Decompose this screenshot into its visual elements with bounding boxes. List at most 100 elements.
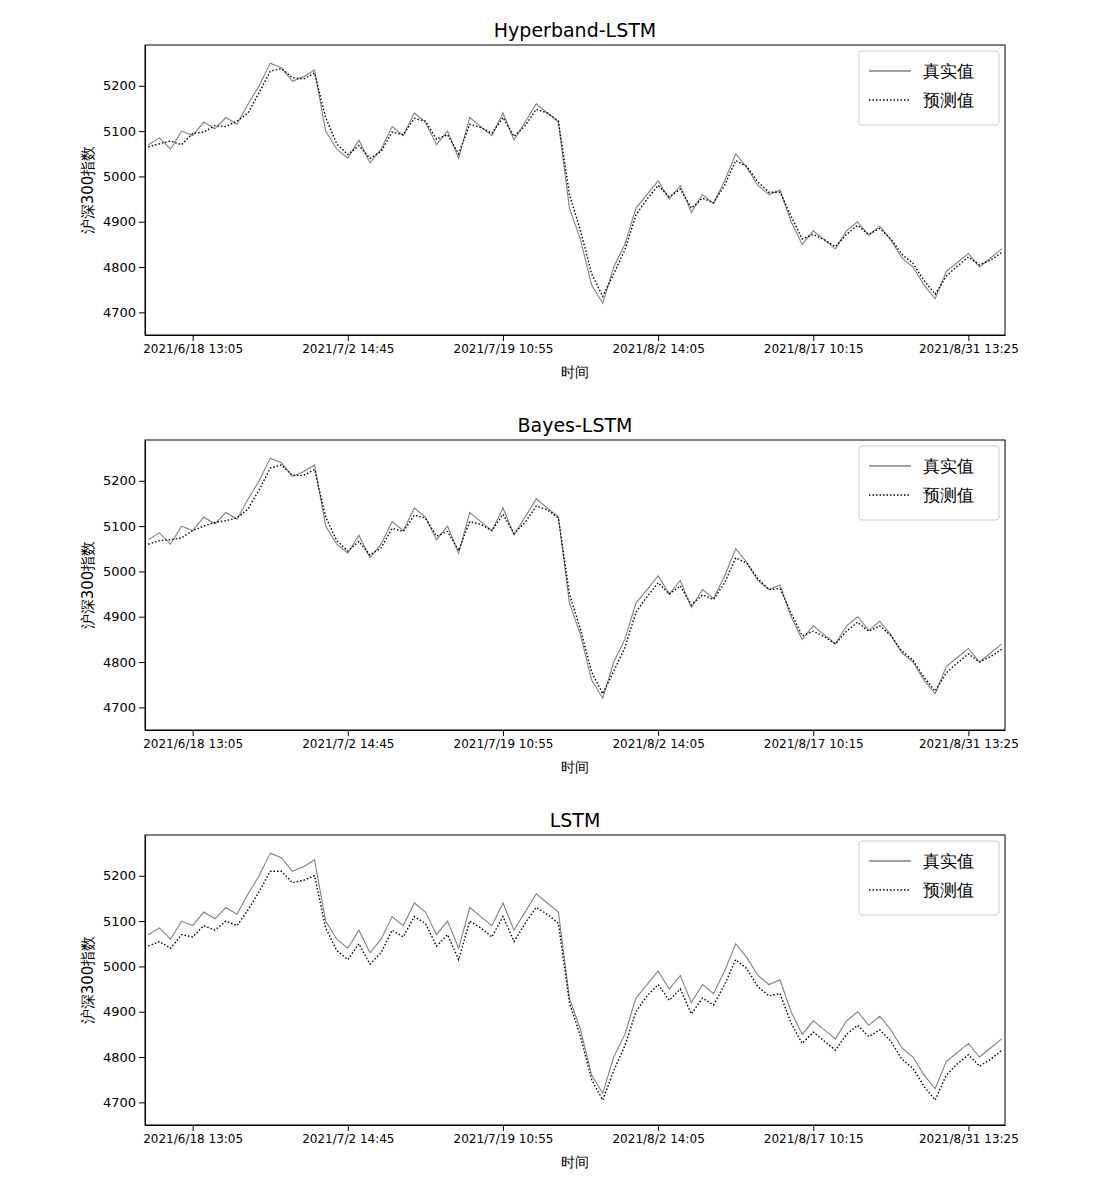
legend-swatch [869,465,911,466]
x-axis-line [146,730,1006,731]
y-tick: 5200 [103,868,145,883]
x-tick: 2021/8/31 13:25 [919,335,1019,356]
y-tick: 5000 [103,169,145,184]
x-tick-label: 2021/6/18 13:05 [143,737,243,751]
x-axis-line [146,335,1006,336]
y-tick-mark [139,222,145,223]
x-tick: 2021/7/19 10:55 [453,730,553,751]
chart-title: Bayes-LSTM [517,414,632,436]
chart-title: LSTM [550,809,601,831]
y-tick-label: 5100 [103,914,136,929]
x-tick-mark [658,1125,659,1131]
y-tick: 5000 [103,959,145,974]
x-tick: 2021/8/17 10:15 [764,730,864,751]
y-tick-mark [139,312,145,313]
x-tick: 2021/8/17 10:15 [764,335,864,356]
y-tick-mark [139,876,145,877]
x-axis-title: 时间 [561,759,589,775]
x-tick-label: 2021/8/17 10:15 [764,737,864,751]
x-tick-label: 2021/7/19 10:55 [453,1132,553,1146]
y-axis-title: 沪深300指数 [79,936,97,1025]
x-tick-mark [503,1125,504,1131]
x-tick-mark [813,1125,814,1131]
x-tick-mark [503,730,504,736]
y-tick-label: 5200 [103,473,136,488]
x-tick: 2021/6/18 13:05 [143,1125,243,1146]
x-tick: 2021/7/2 14:45 [302,335,394,356]
x-axis-line [146,1125,1006,1126]
x-axis: 2021/6/18 13:05 2021/7/2 14:45 2021/7/19 1… [143,730,1019,751]
x-tick-label: 2021/7/19 10:55 [453,737,553,751]
y-axis-line [145,836,146,1126]
y-tick-mark [139,1102,145,1103]
legend-box [859,841,999,915]
y-tick-label: 4700 [103,1095,136,1110]
x-tick: 2021/7/2 14:45 [302,730,394,751]
y-tick-mark [139,707,145,708]
y-tick: 4800 [103,655,145,670]
legend-box [859,446,999,520]
y-axis-line [145,46,146,336]
legend-swatch [869,860,911,861]
y-tick: 5100 [103,124,145,139]
y-tick-label: 4700 [103,305,136,320]
y-axis-title: 沪深300指数 [79,541,97,630]
x-tick-label: 2021/6/18 13:05 [143,342,243,356]
x-tick-label: 2021/8/17 10:15 [764,1132,864,1146]
x-tick-label: 2021/8/31 13:25 [919,1132,1019,1146]
plot-area [148,853,1001,1100]
y-tick: 5200 [103,78,145,93]
figure: Hyperband-LSTM 4700 4800 4900 5000 5100 5200 20… [0,0,1114,1184]
x-tick-mark [968,335,969,341]
y-axis-line [145,441,146,731]
x-tick-label: 2021/8/31 13:25 [919,342,1019,356]
y-axis: 470048004900500051005200 [103,441,146,731]
legend: 真实值预测值 [859,841,999,915]
x-tick-mark [193,335,194,341]
plot-frame [145,440,1005,730]
y-tick: 4900 [103,609,145,624]
x-tick: 2021/7/19 10:55 [453,335,553,356]
y-tick-label: 4800 [103,1050,136,1065]
legend: 真实值预测值 [859,446,999,520]
y-tick-mark [139,481,145,482]
x-tick-label: 2021/8/2 14:05 [612,342,704,356]
x-tick: 2021/7/2 14:45 [302,1125,394,1146]
y-tick-mark [139,1057,145,1058]
y-tick: 4800 [103,1050,145,1065]
y-tick: 4700 [103,700,145,715]
x-tick-mark [503,335,504,341]
x-tick-mark [813,335,814,341]
y-tick-label: 5000 [103,564,136,579]
x-tick-label: 2021/7/19 10:55 [453,342,553,356]
legend-label: 预测值 [923,485,974,505]
legend: 真实值预测值 [859,51,999,125]
x-tick-mark [348,335,349,341]
x-tick-label: 2021/7/2 14:45 [302,342,394,356]
x-tick: 2021/8/17 10:15 [764,1125,864,1146]
x-tick: 2021/8/2 14:05 [612,730,704,751]
x-tick-label: 2021/8/17 10:15 [764,342,864,356]
x-axis-title: 时间 [561,1154,589,1170]
plot-frame [145,835,1005,1125]
chart-title: Hyperband-LSTM [494,19,656,41]
x-tick-mark [813,730,814,736]
y-tick-mark [139,131,145,132]
x-tick-mark [968,1125,969,1131]
legend-box [859,51,999,125]
y-tick-label: 4900 [103,1004,136,1019]
x-tick-label: 2021/8/2 14:05 [612,1132,704,1146]
y-tick: 5100 [103,914,145,929]
plot-frame [145,45,1005,335]
y-tick-mark [139,267,145,268]
y-axis-title: 沪深300指数 [79,146,97,235]
y-tick-label: 4900 [103,214,136,229]
y-tick-mark [139,176,145,177]
y-tick: 5000 [103,564,145,579]
x-tick-mark [658,335,659,341]
y-axis: 4700 4800 4900 5000 5100 5200 [103,836,146,1126]
x-tick-mark [193,730,194,736]
y-tick-mark [139,617,145,618]
x-tick-mark [348,730,349,736]
y-tick: 4700 [103,305,145,320]
